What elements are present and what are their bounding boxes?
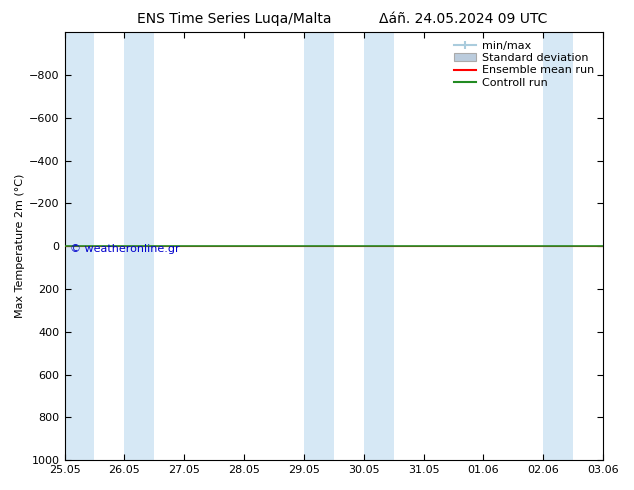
Bar bbox=[543, 32, 573, 460]
Bar bbox=[65, 32, 94, 460]
Y-axis label: Max Temperature 2m (°C): Max Temperature 2m (°C) bbox=[15, 174, 25, 318]
Text: ENS Time Series Luqa/Malta: ENS Time Series Luqa/Malta bbox=[138, 12, 332, 26]
Bar bbox=[364, 32, 394, 460]
Text: Δáñ. 24.05.2024 09 UTC: Δáñ. 24.05.2024 09 UTC bbox=[378, 12, 547, 26]
Text: © weatheronline.gr: © weatheronline.gr bbox=[70, 244, 179, 254]
Bar bbox=[304, 32, 334, 460]
Legend: min/max, Standard deviation, Ensemble mean run, Controll run: min/max, Standard deviation, Ensemble me… bbox=[451, 38, 598, 91]
Bar bbox=[124, 32, 154, 460]
